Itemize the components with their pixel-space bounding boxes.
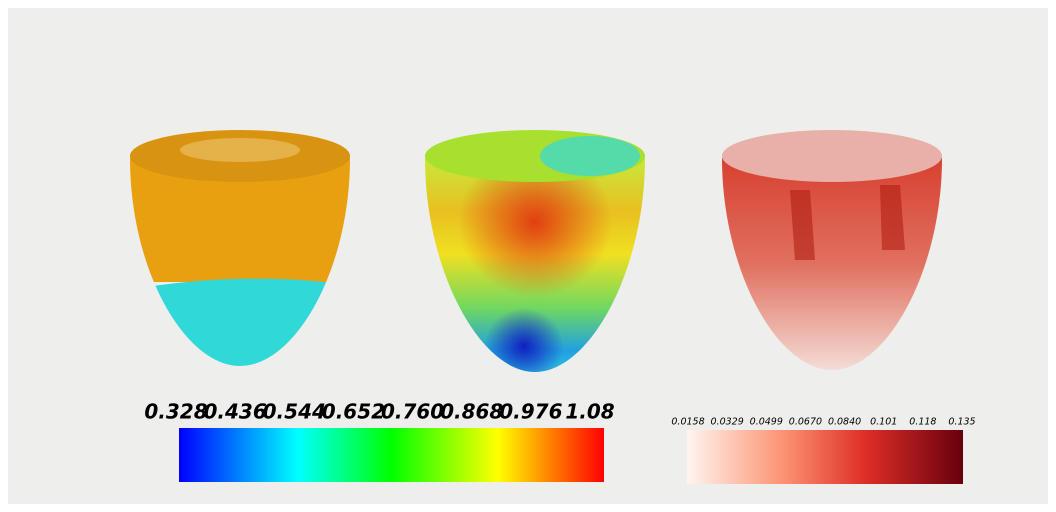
colorbar-tick-label: 0.0670 xyxy=(789,417,822,428)
colorbar-tick-label: 0.760 xyxy=(381,400,444,424)
colorbar-tick-label: 0.652 xyxy=(322,400,385,424)
colorbar-reds xyxy=(687,430,963,484)
colorbar-tick-label: 0.0499 xyxy=(750,417,783,428)
page: 0.3280.4360.5440.6520.7600.8680.9761.08 … xyxy=(0,0,1056,512)
colorbar-tick-label: 0.0329 xyxy=(711,417,744,428)
colorbar-tick-label: 0.976 xyxy=(499,400,562,424)
colorbar-tick-label: 0.544 xyxy=(263,400,326,424)
colorbar-jet xyxy=(179,428,604,482)
colorbar-tick-label: 0.868 xyxy=(440,400,503,424)
colorbar-tick-label: 1.08 xyxy=(565,400,614,424)
colorbar-tick-label: 0.328 xyxy=(144,400,207,424)
colorbar-tick-label: 0.0158 xyxy=(671,417,704,428)
figure: 0.3280.4360.5440.6520.7600.8680.9761.08 … xyxy=(0,0,1056,512)
colorbar-tick-label: 0.0840 xyxy=(828,417,861,428)
colorbar-tick-label: 0.135 xyxy=(948,417,975,428)
colorbar-tick-label: 0.118 xyxy=(909,417,936,428)
colorbar-tick-label: 0.101 xyxy=(870,417,897,428)
colorbar-tick-label: 0.436 xyxy=(204,400,267,424)
